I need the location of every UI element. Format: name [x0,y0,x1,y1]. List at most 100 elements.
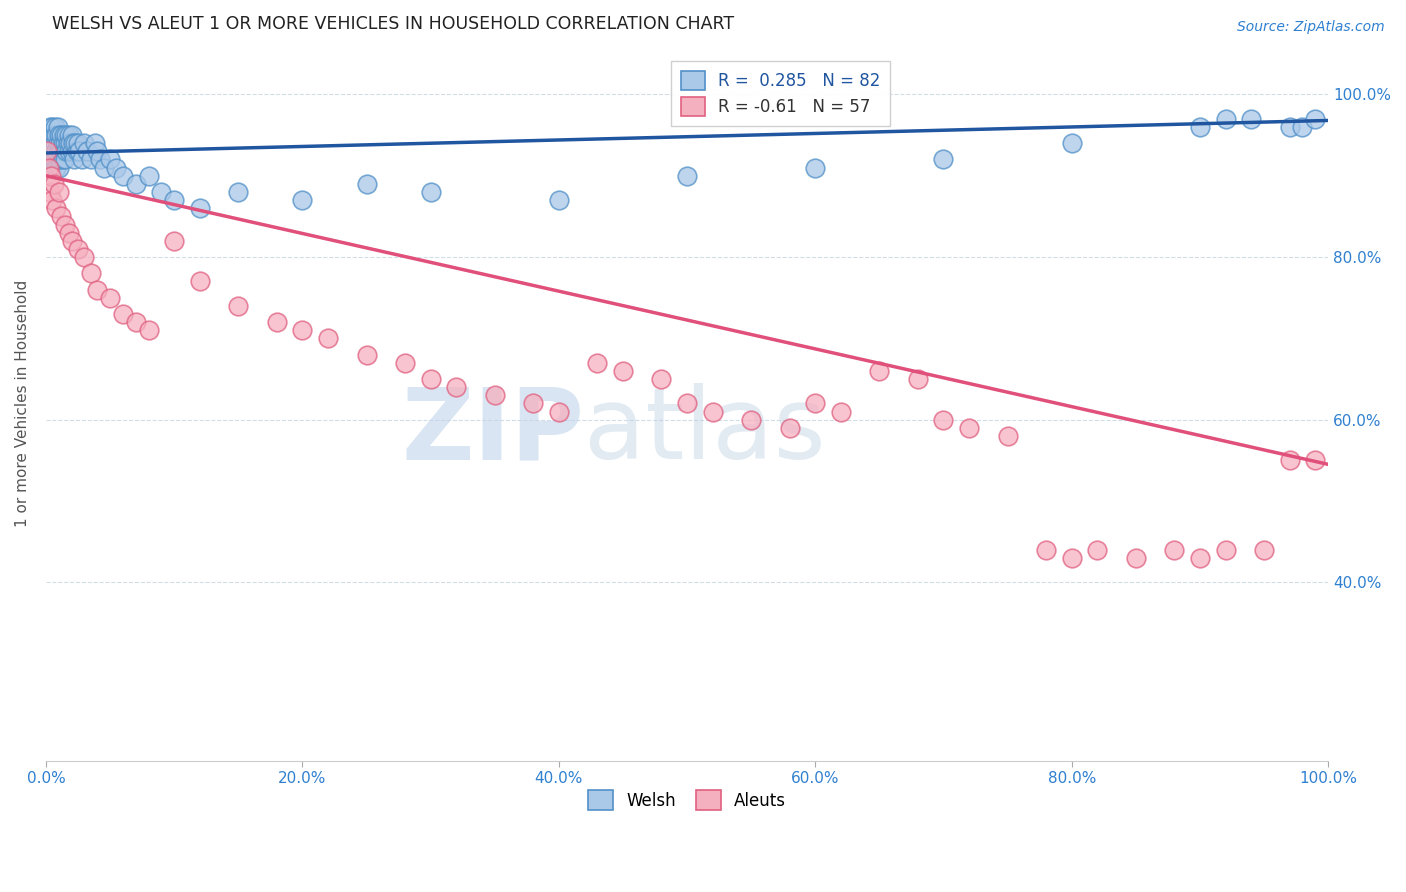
Point [740,412,762,426]
Point [1060,550,1083,565]
Point [59,136,82,151]
Point [52,153,75,167]
Point [1035,542,1057,557]
Point [907,372,929,386]
Point [58,226,80,240]
Point [38,128,60,142]
Point [547,404,569,418]
Point [37,136,59,151]
Point [80,266,103,280]
Point [62,136,84,151]
Point [39,145,62,159]
Point [356,177,378,191]
Point [73,250,96,264]
Point [38,185,60,199]
Point [1278,453,1301,467]
Point [45,145,67,159]
Point [55,145,77,159]
Point [932,153,955,167]
Point [779,421,801,435]
Point [55,128,77,142]
Point [163,234,186,248]
Point [58,128,80,142]
Point [1291,120,1313,134]
Point [38,153,60,167]
Point [316,331,339,345]
Point [1188,550,1211,565]
Point [125,177,148,191]
Point [70,153,93,167]
Point [60,234,83,248]
Text: Source: ZipAtlas.com: Source: ZipAtlas.com [1237,20,1385,34]
Point [547,193,569,207]
Point [39,128,62,142]
Point [49,136,72,151]
Point [650,372,672,386]
Point [53,153,76,167]
Point [111,307,134,321]
Point [676,169,699,183]
Point [89,153,111,167]
Point [42,177,65,191]
Point [1278,120,1301,134]
Point [105,161,128,175]
Point [83,136,105,151]
Point [51,128,73,142]
Point [163,193,186,207]
Point [67,145,90,159]
Point [46,136,69,151]
Point [98,291,121,305]
Point [86,145,108,159]
Point [80,153,103,167]
Point [1253,542,1275,557]
Point [38,161,60,175]
Point [804,396,827,410]
Point [66,242,89,256]
Point [1215,112,1237,126]
Point [188,201,211,215]
Text: atlas: atlas [585,384,827,481]
Point [266,315,288,329]
Point [60,128,83,142]
Point [125,315,148,329]
Point [188,275,211,289]
Point [41,120,63,134]
Point [44,120,66,134]
Point [41,153,63,167]
Point [53,136,76,151]
Point [49,153,72,167]
Point [138,169,160,183]
Point [44,136,66,151]
Point [446,380,468,394]
Point [37,145,59,159]
Point [52,145,75,159]
Point [150,185,173,199]
Point [39,161,62,175]
Point [45,161,67,175]
Point [291,323,314,337]
Point [52,136,75,151]
Point [51,210,73,224]
Point [73,136,96,151]
Point [291,193,314,207]
Point [419,372,441,386]
Point [52,128,75,142]
Text: ZIP: ZIP [402,384,585,481]
Point [45,201,67,215]
Point [586,356,609,370]
Point [484,388,506,402]
Point [830,404,852,418]
Text: WELSH VS ALEUT 1 OR MORE VEHICLES IN HOUSEHOLD CORRELATION CHART: WELSH VS ALEUT 1 OR MORE VEHICLES IN HOU… [52,15,734,33]
Point [53,218,76,232]
Point [1085,542,1108,557]
Point [45,128,67,142]
Point [56,136,79,151]
Point [868,364,890,378]
Point [138,323,160,337]
Point [41,136,63,151]
Point [46,120,69,134]
Point [1240,112,1263,126]
Point [48,145,70,159]
Point [38,145,60,159]
Point [612,364,634,378]
